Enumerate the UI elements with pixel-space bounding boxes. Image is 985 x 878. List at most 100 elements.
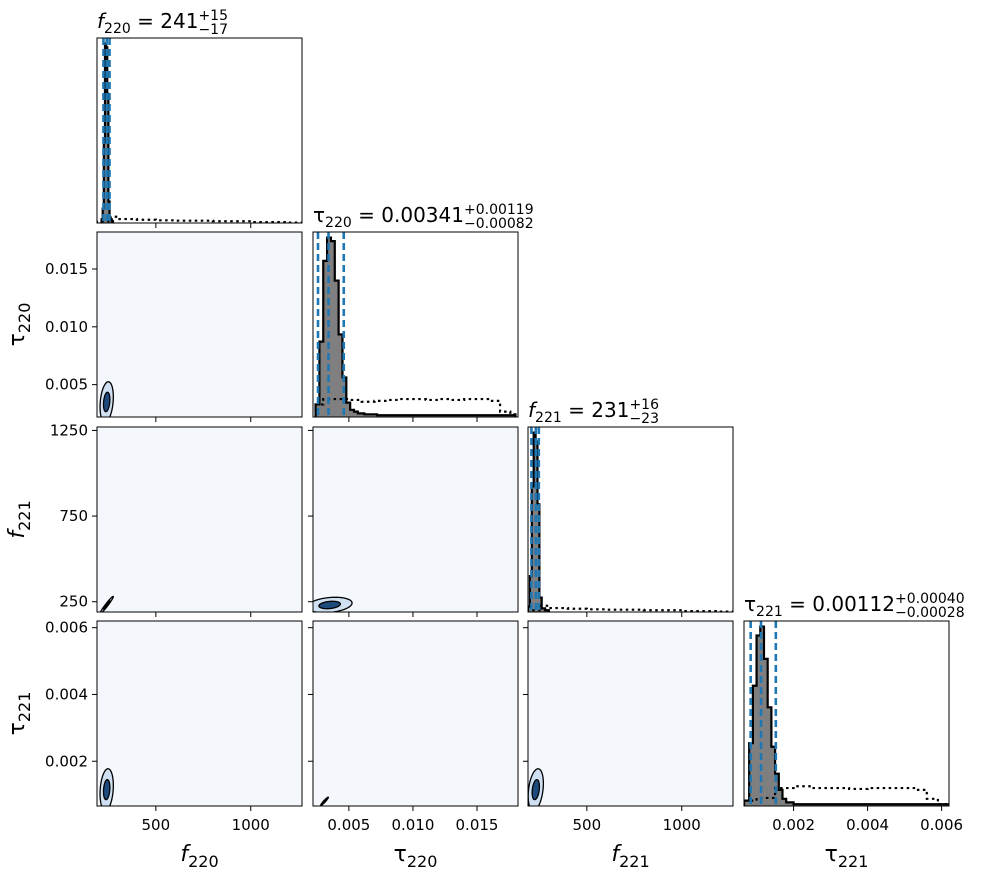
panel-frame [743,620,950,807]
diagonal-panel-f221: f221 = 231+16 [527,397,734,613]
axis-symbol: τ [394,842,407,867]
axis-symbol: f [180,842,191,867]
title-plus: +0.00119 [464,202,534,218]
panel-frame [312,620,519,807]
title-value: 241 [160,9,198,33]
y-tick-label: 0.004 [45,685,88,703]
x-axis-label-f220: f220 [180,842,218,871]
contour-panel-r3-c2 [527,620,734,807]
diagonal-panel-tau221: τ221 = 0.00112+0.00040 [743,591,965,807]
axis-symbol: f [5,528,30,539]
axis-symbol: τ [5,722,30,735]
x-tick-label: 0.002 [772,816,815,834]
panel-title-f221: f221 = 231+16 [528,397,659,426]
x-tick-label: 0.006 [920,816,963,834]
contour-panel-r3-c1 [312,620,519,807]
contour-area [313,596,353,612]
x-tick-label: 1000 [232,816,270,834]
contour-inner [102,600,111,610]
contour-inner [318,600,342,610]
panel-frame [312,426,519,613]
posterior-hist-fill [744,626,949,806]
panel-frame [527,620,734,807]
axis-symbol: τ [5,333,30,346]
contour-inner [531,778,541,801]
panel-frame [527,426,734,613]
panel-frame [96,426,303,613]
y-tick-label: 750 [59,507,88,525]
contour-area [320,796,330,806]
panel-title-tau220: τ220 = 0.00341+0.00119 [313,202,534,231]
x-tick-label: 0.004 [846,816,889,834]
contour-panel-r2-c0 [96,426,303,613]
x-tick-label: 500 [142,816,171,834]
y-tick-label: 0.006 [45,619,88,637]
contour-inner [322,798,328,804]
panel-background [528,621,733,806]
x-tick-label: 1000 [663,816,701,834]
title-symbol: f [97,9,107,33]
x-axis-label-f221: f221 [611,842,649,871]
axis-subscript: 221 [15,500,34,531]
title-symbol: τ [313,203,325,227]
title-symbol: τ [744,592,756,616]
title-equals: = [783,592,812,616]
panel-background [313,427,518,612]
prior-hist-outline [314,397,517,417]
contour-area [528,768,545,806]
y-axis-label-tau220: τ220 [5,303,34,347]
y-axis-label-f221: f221 [5,500,34,538]
title-value: 231 [591,398,629,422]
x-axis-label-tau221: τ221 [825,842,869,871]
axis-subscript: 220 [188,852,219,871]
title-equals: = [562,398,591,422]
contour-inner [102,391,111,413]
panel-background [97,621,302,806]
x-tick-label: 500 [573,816,602,834]
contour-area [99,381,114,417]
title-subscript: 220 [325,215,352,231]
x-tick-label: 0.010 [391,816,434,834]
contour-panel-r2-c1 [312,426,519,613]
panel-title-f220: f220 = 241+15 [97,8,228,37]
axis-symbol: τ [825,842,838,867]
panel-title-tau221: τ221 = 0.00112+0.00040 [744,591,965,620]
axis-subscript: 221 [15,692,34,723]
diagonal-panel-tau220: τ220 = 0.00341+0.00119 [312,202,534,418]
x-axis-label-tau220: τ220 [394,842,438,871]
title-value: 0.00341 [381,203,464,227]
title-symbol: f [528,398,538,422]
title-minus: −0.00082 [464,216,534,232]
posterior-hist-outline [314,236,517,417]
contour-inner [102,778,111,801]
axis-subscript: 220 [15,303,34,334]
panel-background [313,621,518,806]
title-minus: −23 [629,411,659,427]
title-value: 0.00112 [812,592,895,616]
title-subscript: 221 [756,604,783,620]
histogram-area [314,232,517,417]
title-minus: −0.00028 [895,605,965,621]
posterior-hist-outline [744,625,949,806]
y-tick-label: 250 [59,593,88,611]
panel-frame [96,231,303,418]
title-plus: +15 [198,8,228,24]
title-minus: −17 [198,22,228,38]
x-tick-label: 0.015 [456,816,499,834]
x-tick-label: 0.005 [327,816,370,834]
title-plus: +16 [629,397,659,413]
panel-background [97,427,302,612]
title-equals: = [352,203,381,227]
histogram-area [97,38,302,223]
y-tick-label: 0.005 [45,376,88,394]
axis-symbol: f [611,842,622,867]
y-tick-label: 0.002 [45,752,88,770]
panel-frame [312,231,519,418]
title-subscript: 221 [535,410,562,426]
contour-panel-r1-c0 [96,231,303,418]
title-plus: +0.00040 [895,591,965,607]
prior-hist-outline [744,785,949,806]
y-tick-label: 0.015 [45,260,88,278]
histogram-area [744,621,949,806]
